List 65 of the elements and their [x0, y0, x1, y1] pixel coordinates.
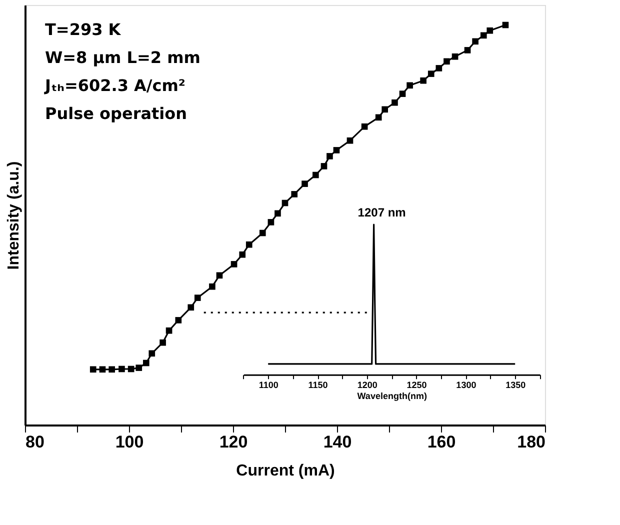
annotation: Jₜₕ=602.3 A/cm²: [44, 76, 186, 95]
point: [216, 272, 223, 279]
point: [291, 191, 298, 198]
x-tick-label: 1250: [406, 380, 427, 390]
x-tick-label: 1100: [258, 380, 278, 390]
point: [346, 137, 354, 144]
point: [188, 304, 194, 311]
point: [302, 180, 308, 187]
point: [175, 317, 182, 324]
x-tick-label: 180: [517, 432, 546, 452]
point: [128, 366, 134, 372]
point: [239, 251, 246, 258]
point: [143, 360, 150, 366]
point: [444, 58, 450, 65]
x-tick-label: 160: [427, 432, 456, 452]
point: [502, 22, 509, 28]
annotation: T=293 K: [45, 20, 122, 39]
point: [406, 82, 413, 89]
point: [90, 366, 96, 373]
x-tick-label: 1300: [456, 380, 476, 390]
point: [108, 366, 116, 373]
x-tick-label: 80: [26, 432, 44, 452]
point: [259, 230, 266, 236]
point: [312, 172, 319, 178]
point: [392, 99, 398, 106]
x-axis-title: Current (mA): [236, 462, 335, 480]
point: [420, 77, 426, 84]
point: [148, 350, 156, 357]
y-axis-title: Intensity (a.u.): [6, 161, 22, 270]
point: [333, 147, 340, 154]
point: [160, 339, 166, 346]
point: [375, 114, 382, 121]
point: [166, 327, 172, 334]
point: [464, 47, 471, 54]
point: [326, 153, 333, 160]
point: [361, 123, 368, 130]
annotation: W=8 μm L=2 mm: [45, 48, 200, 67]
point: [452, 53, 458, 60]
point: [282, 200, 288, 206]
point: [268, 219, 274, 226]
point: [99, 366, 106, 373]
point: [472, 38, 478, 45]
x-tick-label: 1350: [506, 380, 526, 390]
x-tick-label: 1200: [357, 380, 378, 390]
point: [399, 90, 406, 97]
annotation: 1207 nm: [358, 206, 406, 220]
x-axis-title: Wavelength(nm): [357, 391, 427, 402]
point: [480, 32, 487, 39]
point: [136, 364, 142, 371]
point: [209, 283, 216, 290]
x-tick-label: 100: [115, 432, 144, 452]
annotation: Pulse operation: [45, 104, 188, 123]
point: [230, 261, 238, 268]
point: [486, 27, 494, 34]
x-tick-label: 140: [323, 432, 352, 452]
point: [246, 241, 252, 248]
point: [436, 65, 442, 72]
x-tick-label: 120: [219, 432, 248, 452]
point: [194, 294, 201, 301]
point: [428, 70, 434, 77]
point: [118, 366, 125, 372]
point: [320, 163, 328, 170]
point: [274, 210, 281, 217]
x-tick-label: 1150: [308, 380, 328, 390]
point: [382, 106, 388, 113]
